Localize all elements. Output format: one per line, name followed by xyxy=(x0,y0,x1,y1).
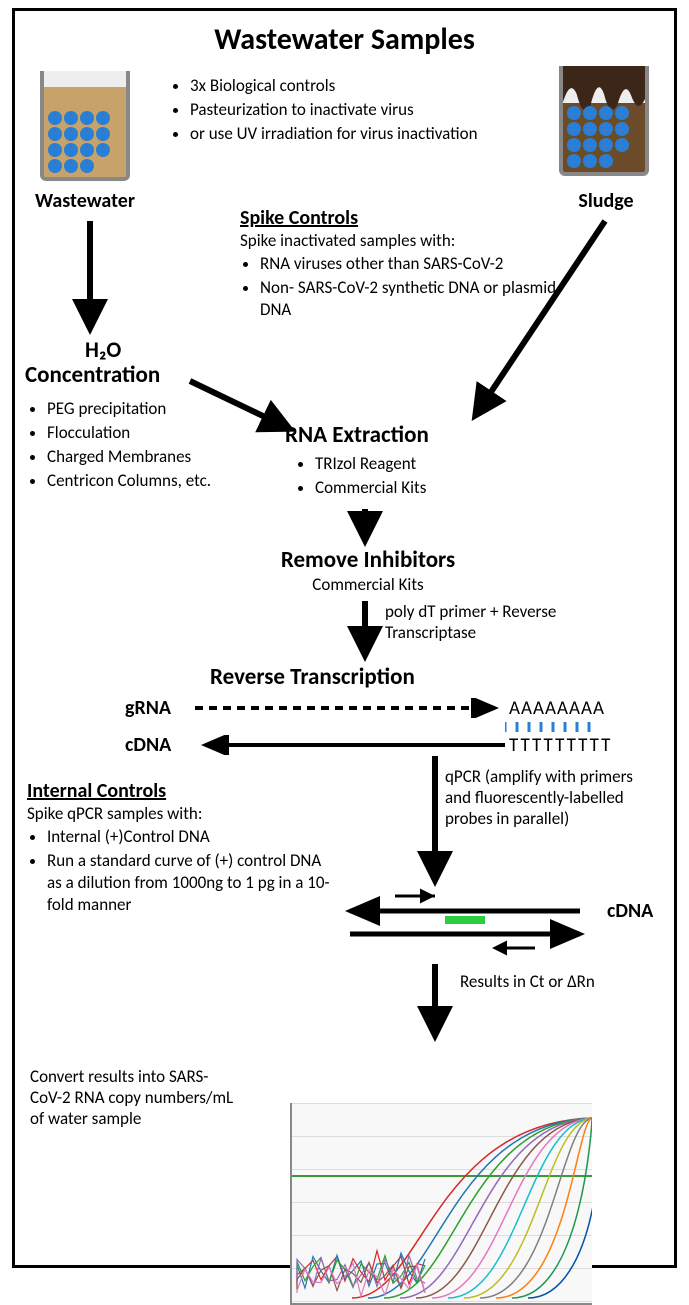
flow-arrows xyxy=(15,11,680,1271)
